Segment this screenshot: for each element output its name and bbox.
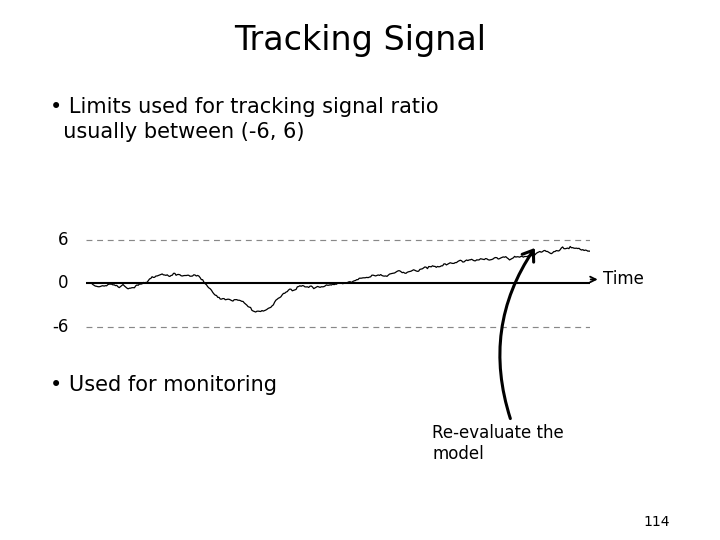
Text: Time: Time <box>603 271 644 288</box>
Text: 114: 114 <box>643 515 670 529</box>
Text: Re-evaluate the
model: Re-evaluate the model <box>432 424 564 463</box>
Text: 0: 0 <box>58 274 68 292</box>
Text: 6: 6 <box>58 231 68 248</box>
Text: Tracking Signal: Tracking Signal <box>234 24 486 57</box>
Text: • Limits used for tracking signal ratio: • Limits used for tracking signal ratio <box>50 97 439 117</box>
Text: -6: -6 <box>53 318 68 335</box>
Text: • Used for monitoring: • Used for monitoring <box>50 375 277 395</box>
Text: usually between (-6, 6): usually between (-6, 6) <box>50 122 305 141</box>
